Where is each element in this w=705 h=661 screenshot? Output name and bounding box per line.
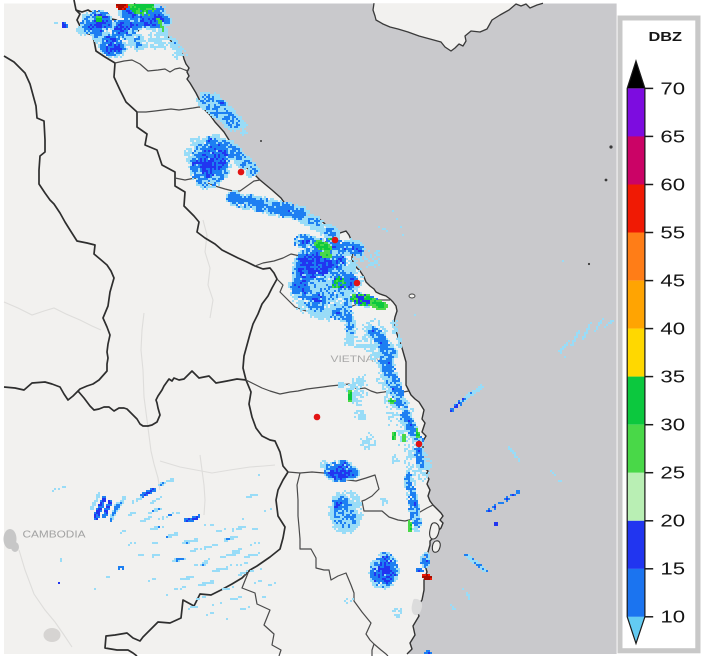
svg-text:30: 30: [660, 415, 685, 435]
svg-text:VIETNAM: VIETNAM: [331, 354, 384, 364]
svg-text:65: 65: [660, 126, 685, 146]
svg-text:15: 15: [660, 559, 685, 579]
svg-text:60: 60: [660, 174, 685, 194]
svg-text:DBZ: DBZ: [649, 30, 683, 44]
svg-text:55: 55: [660, 222, 685, 242]
svg-text:10: 10: [660, 607, 685, 627]
svg-text:CAMBODIA: CAMBODIA: [23, 529, 86, 540]
svg-text:20: 20: [660, 511, 685, 531]
svg-text:35: 35: [660, 367, 685, 387]
svg-text:40: 40: [660, 319, 685, 339]
svg-text:25: 25: [660, 463, 685, 483]
svg-text:70: 70: [660, 78, 685, 98]
svg-text:45: 45: [660, 271, 685, 291]
